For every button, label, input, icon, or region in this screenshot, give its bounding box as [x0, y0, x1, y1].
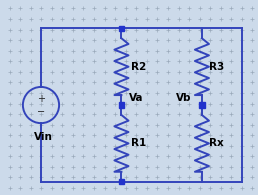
Text: R1: R1: [131, 138, 146, 148]
Text: Vin: Vin: [34, 132, 53, 142]
Bar: [119, 102, 124, 108]
Bar: [119, 26, 124, 31]
Text: Vb: Vb: [175, 93, 191, 103]
Text: Va: Va: [128, 93, 143, 103]
Text: +: +: [37, 94, 45, 104]
Bar: [119, 179, 124, 184]
Text: R2: R2: [131, 62, 146, 72]
Text: R3: R3: [209, 62, 224, 72]
Bar: [199, 102, 205, 108]
Text: −: −: [37, 107, 45, 117]
Text: Rx: Rx: [209, 138, 224, 148]
